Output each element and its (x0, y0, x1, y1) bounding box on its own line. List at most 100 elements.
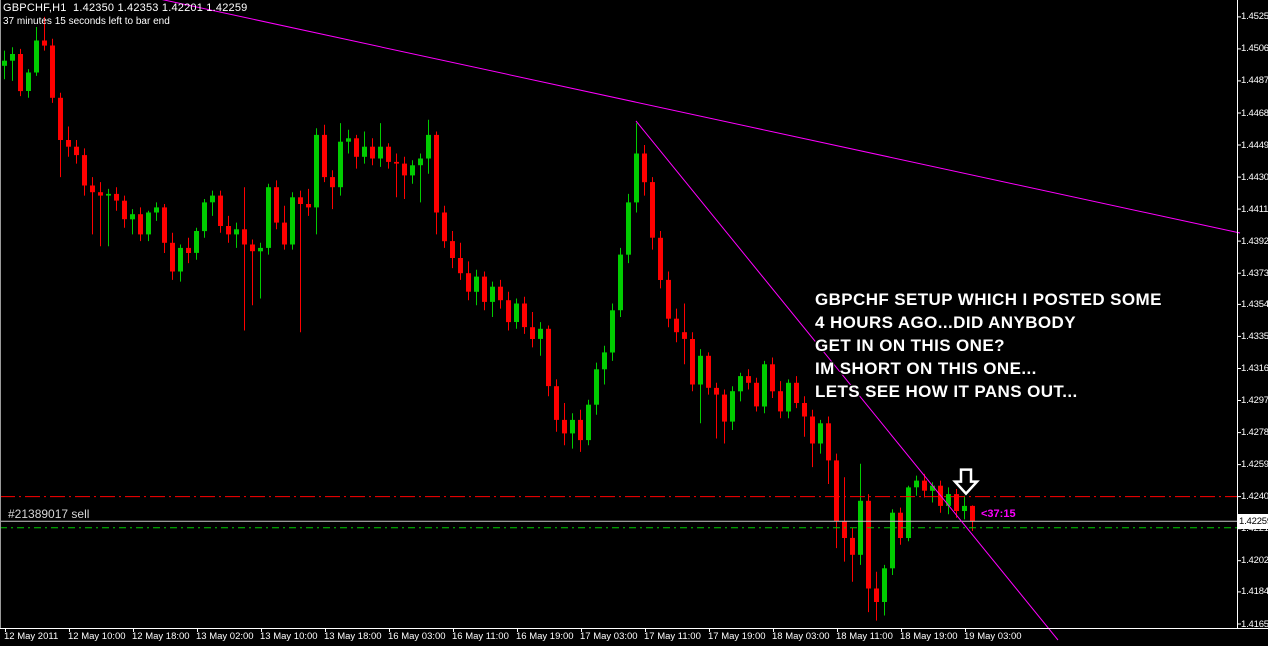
annotation-line: LETS SEE HOW IT PANS OUT... (815, 382, 1078, 401)
price-axis-label: 1.42785 (1241, 427, 1268, 439)
candle-body (282, 222, 287, 245)
steep-trendline[interactable] (635, 120, 1059, 641)
candle-body (578, 419, 583, 441)
time-axis-label: 12 May 2011 (4, 631, 59, 642)
time-axis-label: 16 May 19:00 (516, 631, 574, 642)
candle-body (586, 404, 591, 441)
candle-body (690, 339, 695, 385)
candle-body (626, 202, 631, 255)
candle-body (226, 226, 231, 235)
candle-body (450, 241, 455, 258)
candle-body (882, 568, 887, 602)
time-axis-label: 16 May 03:00 (388, 631, 446, 642)
candle-body (242, 229, 247, 245)
time-axis-label: 12 May 10:00 (68, 631, 126, 642)
candle-time-left-label: <37:15 (981, 508, 1016, 521)
annotation-line: GET IN ON THIS ONE? (815, 336, 1005, 355)
candle-body (10, 54, 15, 61)
down-arrow-icon[interactable] (952, 468, 980, 496)
candle-body (90, 185, 95, 193)
candle-body (66, 140, 71, 147)
current-price-box: 1.42259 (1237, 513, 1268, 529)
time-axis-label: 17 May 11:00 (644, 631, 701, 642)
candle-body (874, 588, 879, 602)
candle-body (554, 386, 559, 420)
time-axis-label: 13 May 10:00 (260, 631, 318, 642)
candle-body (786, 382, 791, 412)
candle-body (2, 60, 7, 66)
time-axis-label: 18 May 03:00 (772, 631, 830, 642)
candle-body (490, 286, 495, 302)
candle-body (162, 207, 167, 243)
candle-body (338, 141, 343, 188)
candle-body (850, 537, 855, 555)
candle-body (594, 369, 599, 405)
candle-body (546, 328, 551, 387)
candle-body (170, 242, 175, 272)
trade-comment-annotation[interactable]: GBPCHF SETUP WHICH I POSTED SOME 4 HOURS … (815, 288, 1162, 403)
candle-body (722, 394, 727, 422)
candle-body (610, 310, 615, 353)
candle-body (802, 403, 807, 417)
candle-body (954, 494, 959, 511)
price-axis-label: 1.43165 (1241, 363, 1268, 374)
candle-body (186, 247, 191, 253)
candle-body (658, 237, 663, 280)
candle-body (466, 273, 471, 292)
candle-body (810, 416, 815, 444)
candle-body (522, 303, 527, 328)
candle-body (474, 276, 479, 292)
candle-body (114, 193, 119, 201)
candle-body (378, 146, 383, 159)
candle-body (410, 165, 415, 176)
candle-body (962, 505, 967, 511)
candle-body (74, 146, 79, 156)
candle-body (354, 138, 359, 157)
candle-body (834, 460, 839, 522)
candle-body (330, 177, 335, 188)
candle-body (290, 197, 295, 245)
candle-body (98, 192, 103, 196)
candle-body (618, 254, 623, 311)
candle-body (730, 391, 735, 422)
candle-body (866, 500, 871, 589)
price-axis-label: 1.44680 (1241, 107, 1268, 119)
candle-body (130, 214, 135, 220)
price-axis-label: 1.45060 (1241, 43, 1268, 55)
price-axis-label: 1.43920 (1241, 235, 1268, 247)
time-axis-label: 18 May 19:00 (900, 631, 958, 642)
candle-body (842, 521, 847, 538)
candle-body (218, 195, 223, 226)
candle-body (210, 195, 215, 203)
candle-body (770, 364, 775, 392)
upper-trendline[interactable] (155, 0, 1241, 234)
candle-body (50, 45, 55, 98)
time-axis-label: 13 May 18:00 (324, 631, 382, 642)
candle-body (970, 505, 975, 522)
candle-body (818, 423, 823, 444)
price-axis-label: 1.41840 (1241, 586, 1268, 598)
candle-body (666, 279, 671, 319)
candle-body (442, 212, 447, 242)
candle-body (642, 153, 647, 183)
candle-body (34, 40, 39, 73)
candle-body (394, 161, 399, 164)
price-axis-label: 1.44110 (1241, 203, 1268, 215)
candle-body (650, 182, 655, 238)
candle-body (738, 376, 743, 392)
annotation-line: 4 HOURS AGO...DID ANYBODY (815, 313, 1076, 332)
price-axis-label: 1.43355 (1241, 330, 1268, 342)
candle-body (602, 352, 607, 370)
price-axis-label: 1.44300 (1241, 171, 1268, 183)
price-axis-label: 1.42405 (1241, 491, 1268, 503)
candle-body (122, 200, 127, 220)
price-axis-label: 1.42975 (1241, 395, 1268, 406)
annotation-line: IM SHORT ON THIS ONE... (815, 359, 1037, 378)
candle-body (434, 134, 439, 213)
candle-body (146, 212, 151, 235)
candle-body (314, 134, 319, 208)
time-axis-label: 13 May 02:00 (196, 631, 254, 642)
sell-order-label: #21389017 sell (8, 507, 90, 522)
